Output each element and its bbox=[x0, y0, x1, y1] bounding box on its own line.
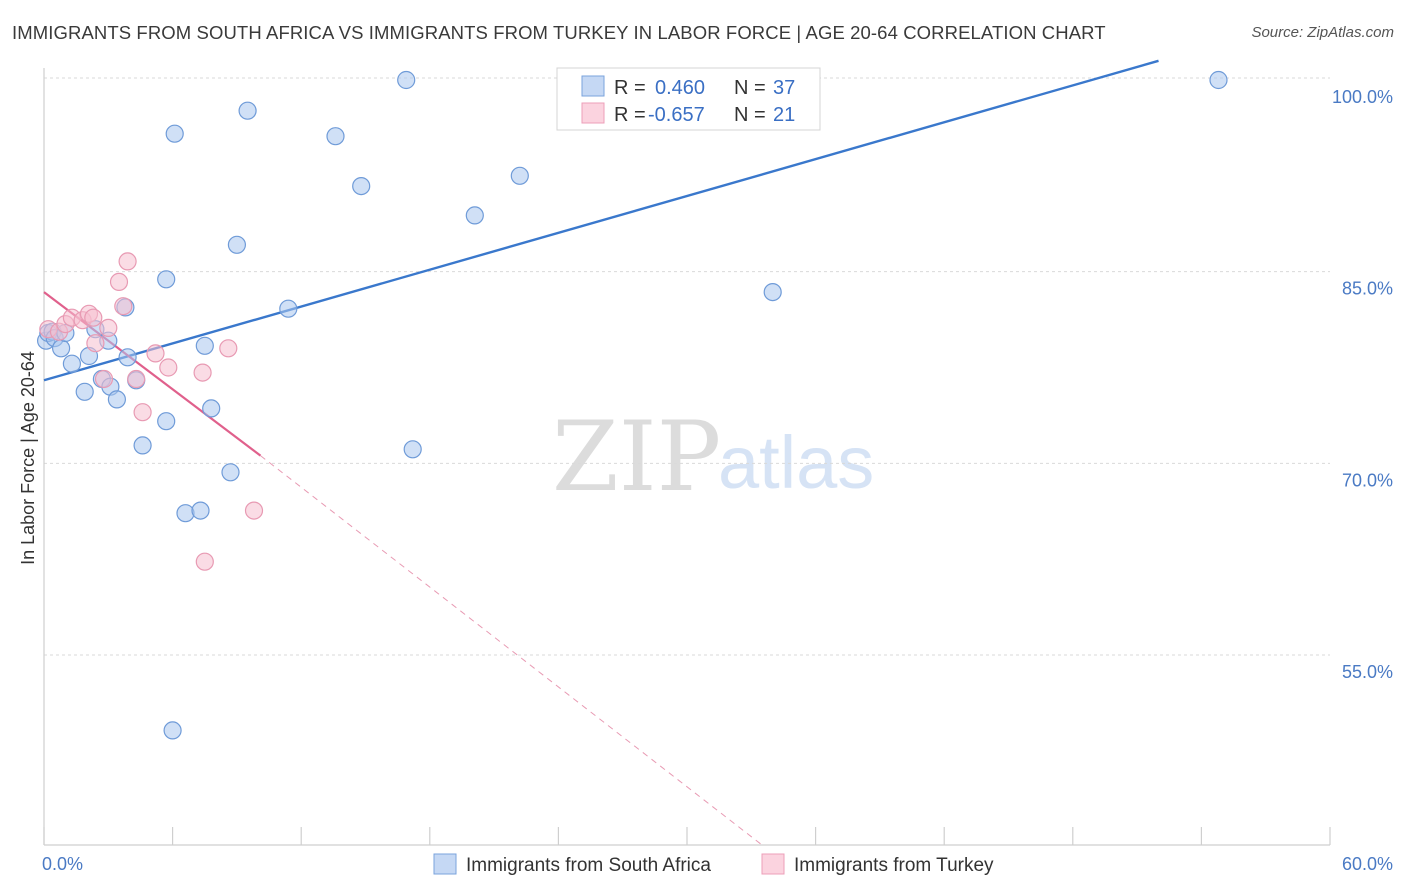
point-south-africa-28 bbox=[238, 101, 257, 120]
y-tick-label-2: 70.0% bbox=[1342, 470, 1393, 490]
bottom-legend-label-turkey: Immigrants from Turkey bbox=[794, 855, 994, 876]
legend-swatch-turkey bbox=[581, 102, 605, 124]
point-south-africa-19 bbox=[157, 412, 176, 431]
point-turkey-20 bbox=[244, 501, 264, 520]
point-south-africa-23 bbox=[191, 501, 210, 520]
point-south-africa-35 bbox=[510, 166, 529, 185]
point-south-africa-6 bbox=[62, 354, 82, 373]
y-axis-tick-labels: 100.0% 85.0% 70.0% 55.0% bbox=[1332, 87, 1393, 682]
legend-n-label-1: N = bbox=[734, 77, 766, 99]
point-south-africa-24 bbox=[195, 336, 214, 355]
legend-swatch-south-africa bbox=[581, 75, 605, 97]
gridlines bbox=[44, 77, 1330, 656]
legend-n-label-2: N = bbox=[734, 104, 766, 126]
point-turkey-17 bbox=[193, 363, 212, 382]
x-tick-label-1: 60.0% bbox=[1342, 854, 1393, 874]
y-axis-label: In Labor Force | Age 20-64 bbox=[18, 351, 38, 565]
legend-n-value-2: 21 bbox=[773, 104, 795, 126]
x-axis-ticks bbox=[43, 827, 1331, 845]
y-tick-label-1: 85.0% bbox=[1342, 279, 1393, 299]
point-south-africa-36 bbox=[763, 283, 782, 302]
legend-r-value-1: 0.460 bbox=[655, 77, 705, 99]
point-turkey-19 bbox=[219, 339, 238, 358]
data-points bbox=[36, 70, 1228, 740]
watermark: ZIP atlas bbox=[552, 401, 874, 513]
point-south-africa-34 bbox=[465, 206, 484, 225]
legend-r-value-2: -0.657 bbox=[648, 104, 705, 126]
watermark-atlas: atlas bbox=[718, 421, 874, 504]
point-turkey-12 bbox=[118, 252, 137, 271]
y-tick-label-0: 100.0% bbox=[1332, 87, 1393, 107]
trend-line-south-africa bbox=[43, 59, 1159, 382]
x-tick-label-0: 0.0% bbox=[42, 854, 83, 874]
point-south-africa-20 bbox=[163, 721, 182, 740]
bottom-legend-swatch-turkey bbox=[761, 853, 785, 875]
bottom-legend-swatch-south-africa bbox=[433, 853, 457, 875]
point-south-africa-26 bbox=[221, 463, 240, 482]
point-south-africa-33 bbox=[403, 440, 422, 459]
point-south-africa-17 bbox=[133, 436, 152, 455]
point-turkey-6 bbox=[84, 308, 103, 327]
watermark-zip: ZIP bbox=[552, 401, 721, 513]
point-turkey-14 bbox=[133, 403, 152, 422]
x-axis-tick-labels: 0.0% 60.0% bbox=[42, 854, 1393, 874]
y-tick-label-3: 55.0% bbox=[1342, 662, 1393, 682]
point-south-africa-37 bbox=[1209, 70, 1228, 90]
chart-title: IMMIGRANTS FROM SOUTH AFRICA VS IMMIGRAN… bbox=[12, 22, 1106, 43]
point-turkey-9 bbox=[99, 318, 118, 337]
legend-n-value-1: 37 bbox=[773, 77, 795, 99]
chart-source: Source: ZipAtlas.com bbox=[1251, 24, 1394, 41]
point-south-africa-27 bbox=[227, 235, 246, 254]
point-south-africa-7 bbox=[75, 382, 94, 401]
point-south-africa-32 bbox=[397, 70, 416, 90]
point-turkey-13 bbox=[127, 369, 146, 389]
trend-line-turkey-extension bbox=[260, 455, 763, 846]
series-legend: Immigrants from South Africa Immigrants … bbox=[433, 853, 994, 876]
point-turkey-7 bbox=[86, 334, 105, 353]
point-turkey-16 bbox=[159, 358, 178, 377]
point-turkey-10 bbox=[109, 272, 129, 291]
point-south-africa-21 bbox=[165, 124, 184, 143]
point-south-africa-30 bbox=[326, 127, 345, 146]
correlation-legend: R = 0.460 N = 37 R = -0.657 N = 21 bbox=[556, 67, 821, 131]
point-south-africa-13 bbox=[107, 390, 127, 409]
point-south-africa-22 bbox=[176, 504, 195, 523]
point-south-africa-31 bbox=[352, 177, 371, 196]
point-south-africa-4 bbox=[51, 339, 71, 358]
point-south-africa-15 bbox=[118, 348, 137, 367]
point-south-africa-18 bbox=[157, 270, 176, 289]
point-south-africa-29 bbox=[279, 299, 298, 318]
point-turkey-11 bbox=[114, 297, 133, 316]
point-south-africa-25 bbox=[202, 399, 221, 418]
bottom-legend-label-south-africa: Immigrants from South Africa bbox=[466, 855, 711, 876]
point-turkey-18 bbox=[195, 552, 214, 571]
legend-r-label-2: R = bbox=[614, 104, 646, 126]
point-turkey-8 bbox=[94, 369, 114, 389]
point-turkey-15 bbox=[146, 344, 165, 363]
legend-r-label-1: R = bbox=[614, 77, 646, 99]
